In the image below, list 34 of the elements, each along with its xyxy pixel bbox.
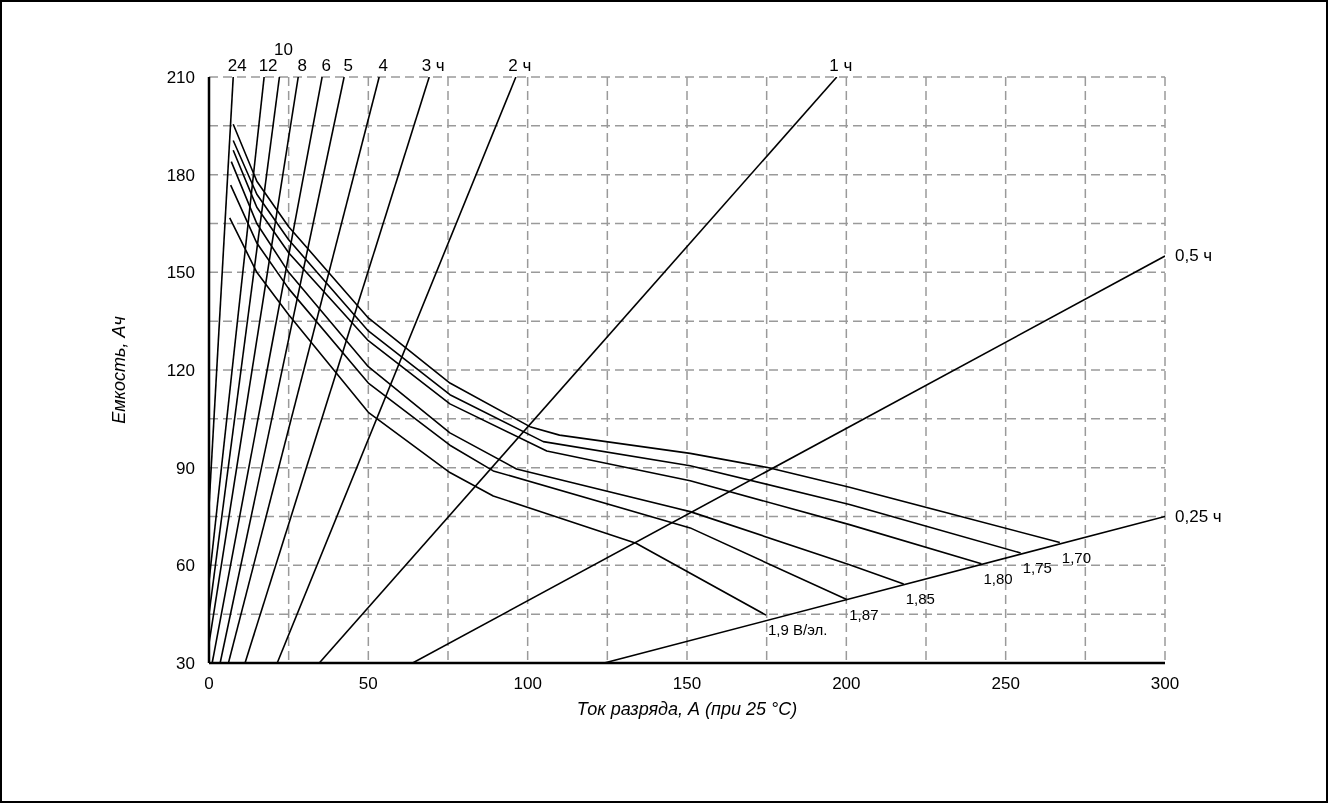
series-label: 1,70 (1061, 548, 1092, 566)
series-label: 1,85 (905, 589, 935, 607)
series-label: 4 (378, 56, 388, 75)
series-label: 10 (273, 40, 293, 59)
series-label: 8 (297, 56, 307, 75)
series-label: 1,80 (983, 569, 1013, 587)
x-tick-label: 250 (991, 674, 1020, 694)
y-tick-label: 150 (166, 263, 195, 283)
y-tick-label: 210 (166, 68, 195, 88)
x-tick-label: 100 (513, 674, 542, 694)
series-label: 1 ч (829, 56, 853, 75)
series-label: 5 (343, 56, 353, 75)
y-tick-label: 90 (176, 458, 195, 478)
y-axis-title: Емкость, Ач (109, 316, 130, 424)
x-tick-label: 300 (1150, 674, 1180, 694)
x-tick-label: 200 (832, 674, 861, 694)
series-label: 6 (321, 56, 331, 75)
series-label: 0,25 ч (1175, 506, 1222, 526)
series-label: 1,75 (1022, 558, 1052, 576)
series-label: 2 ч (508, 56, 532, 75)
x-axis-title: Ток разряда, А (при 25 °C) (576, 699, 798, 719)
y-tick-label: 30 (176, 654, 195, 674)
x-tick-label: 50 (358, 674, 378, 694)
x-tick-label: 150 (672, 674, 702, 694)
series-label: 0,5 ч (1175, 246, 1213, 266)
series-label: 1,9 В/эл. (768, 621, 828, 639)
series-label: 24 (227, 56, 247, 75)
series-label: 3 ч (421, 56, 445, 75)
x-tick-label: 0 (204, 674, 214, 694)
y-tick-label: 120 (166, 361, 195, 381)
y-tick-label: 60 (176, 556, 195, 576)
series-label: 1,87 (849, 605, 879, 623)
y-tick-label: 180 (166, 165, 195, 185)
series-label: 12 (258, 56, 278, 75)
